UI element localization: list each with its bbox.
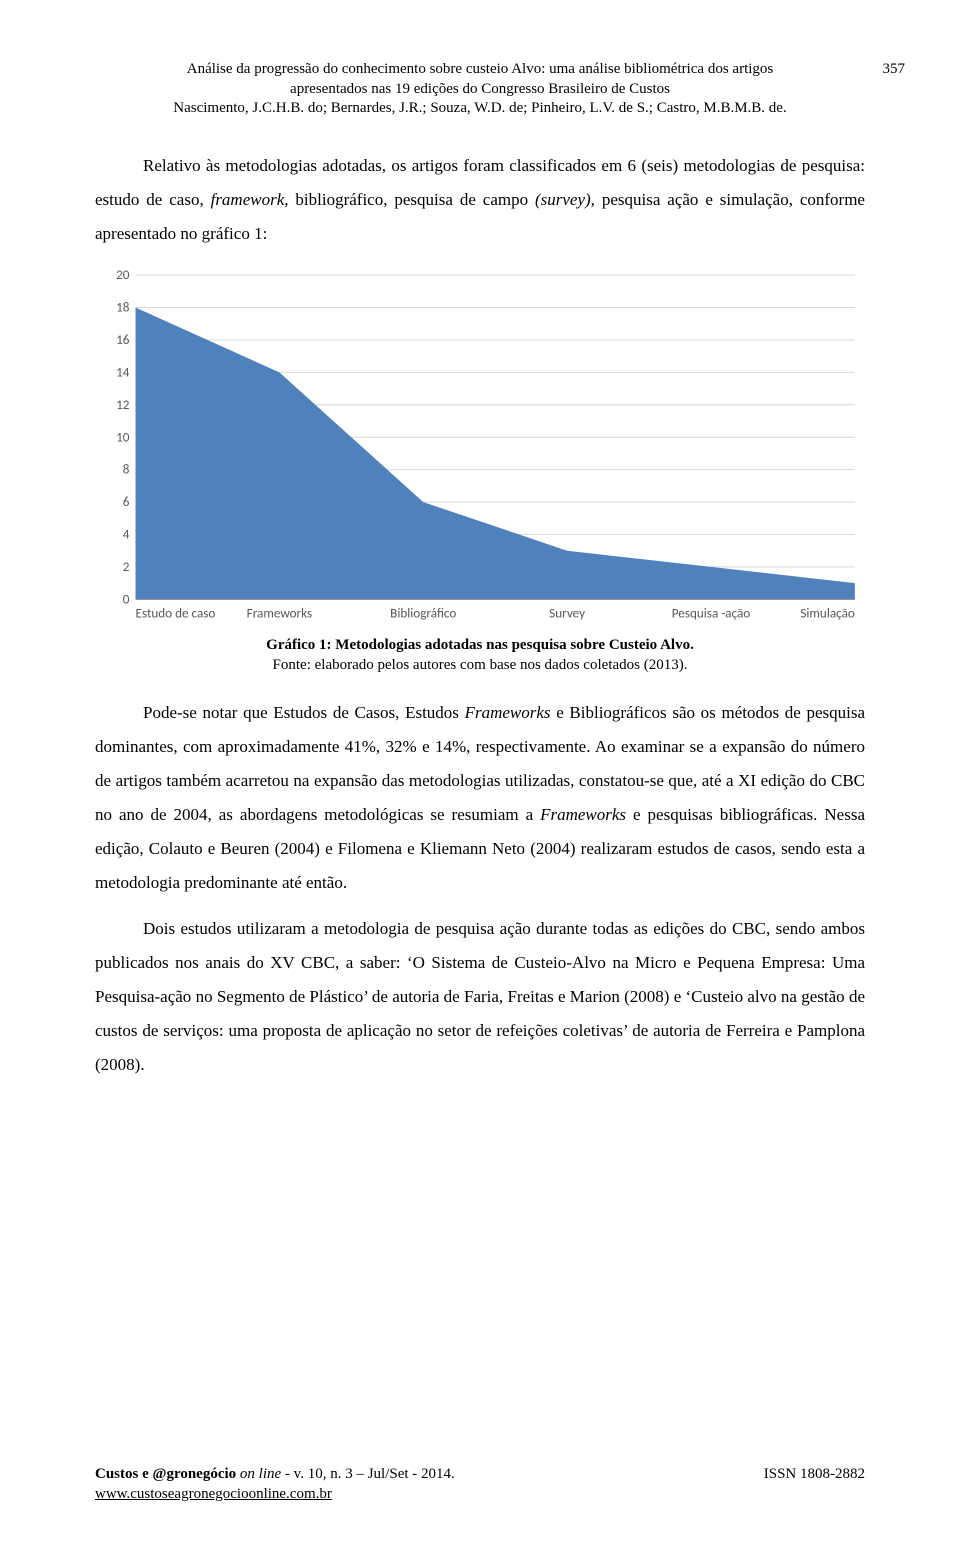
svg-text:14: 14 bbox=[116, 363, 130, 380]
paragraph-1: Relativo às metodologias adotadas, os ar… bbox=[95, 149, 865, 251]
caption-title: Gráfico 1: Metodologias adotadas nas pes… bbox=[266, 637, 694, 653]
svg-text:4: 4 bbox=[123, 525, 130, 542]
footer-url-link[interactable]: www.custoseagronegocioonline.com.br bbox=[95, 1486, 332, 1502]
page-footer: Custos e @gronegócio on line - v. 10, n.… bbox=[95, 1465, 865, 1504]
area-chart-svg: 0 2 4 6 8 10 12 14 16 18 20 Estudo de caso Framework… bbox=[95, 265, 865, 630]
paragraph-3: Dois estudos utilizaram a metodologia de… bbox=[95, 912, 865, 1082]
svg-text:20: 20 bbox=[116, 266, 130, 283]
header-line-3: Nascimento, J.C.H.B. do; Bernardes, J.R.… bbox=[95, 99, 865, 119]
svg-text:Pesquisa -ação: Pesquisa -ação bbox=[672, 604, 751, 621]
svg-text:12: 12 bbox=[116, 395, 130, 412]
footer-journal: Custos e @gronegócio on line - v. 10, n.… bbox=[95, 1465, 455, 1485]
svg-text:0: 0 bbox=[123, 590, 130, 607]
caption-source: Fonte: elaborado pelos autores com base … bbox=[273, 657, 688, 673]
svg-text:Simulação: Simulação bbox=[800, 604, 855, 621]
chart-caption: Gráfico 1: Metodologias adotadas nas pes… bbox=[95, 635, 865, 676]
methodology-chart: 0 2 4 6 8 10 12 14 16 18 20 Estudo de caso Framework… bbox=[95, 265, 865, 630]
svg-text:18: 18 bbox=[116, 298, 130, 315]
svg-text:8: 8 bbox=[123, 460, 130, 477]
svg-text:16: 16 bbox=[116, 331, 130, 348]
svg-text:Bibliográfico: Bibliográfico bbox=[390, 604, 456, 621]
svg-text:Frameworks: Frameworks bbox=[247, 604, 312, 621]
footer-journal-bold: Custos e @gronegócio bbox=[95, 1466, 236, 1482]
footer-journal-rest: - v. 10, n. 3 – Jul/Set - 2014. bbox=[281, 1466, 455, 1482]
svg-text:Estudo de caso: Estudo de caso bbox=[136, 604, 216, 621]
svg-text:Survey: Survey bbox=[549, 604, 585, 621]
svg-text:10: 10 bbox=[116, 428, 130, 445]
svg-text:2: 2 bbox=[123, 557, 130, 574]
running-header: Análise da progressão do conhecimento so… bbox=[95, 60, 865, 119]
header-line-1: Análise da progressão do conhecimento so… bbox=[187, 61, 774, 77]
page-number: 357 bbox=[883, 60, 906, 80]
footer-issn: ISSN 1808-2882 bbox=[764, 1465, 865, 1485]
paragraph-2: Pode-se notar que Estudos de Casos, Estu… bbox=[95, 696, 865, 900]
header-line-2: apresentados nas 19 edições do Congresso… bbox=[95, 80, 865, 100]
svg-text:6: 6 bbox=[123, 493, 130, 510]
footer-journal-ital: on line bbox=[236, 1466, 281, 1482]
